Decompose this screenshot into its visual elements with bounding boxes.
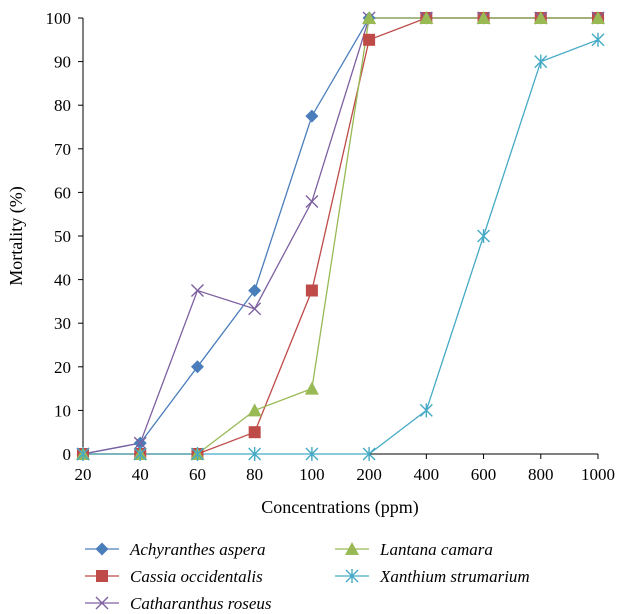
y-tick-label: 80 <box>54 96 71 115</box>
x-tick-label: 60 <box>189 465 206 484</box>
data-point-catharanthus-roseus <box>305 195 319 209</box>
legend-marker-catharanthus-roseus <box>95 596 109 610</box>
y-tick-label: 10 <box>54 401 71 420</box>
data-point-xanthium-strumarium <box>591 32 605 47</box>
data-point-cassia-occidentalis <box>248 426 261 439</box>
legend-marker-cassia-occidentalis <box>96 570 108 582</box>
data-point-lantana-camara <box>476 11 491 24</box>
data-point-cassia-occidentalis <box>305 284 318 297</box>
data-point-xanthium-strumarium <box>477 229 491 243</box>
data-point-lantana-camara <box>304 381 319 395</box>
data-point-achyranthes-aspera <box>248 284 262 297</box>
legend-label-catharanthus-roseus: Catharanthus roseus <box>130 594 272 613</box>
data-point-xanthium-strumarium <box>419 403 433 418</box>
series-line-xanthium-strumarium <box>83 39 599 455</box>
axes <box>78 17 599 459</box>
data-point-lantana-camara <box>362 11 377 24</box>
y-tick-label: 90 <box>54 53 71 72</box>
x-tick-label: 20 <box>75 465 92 484</box>
x-tick-label: 40 <box>132 465 149 484</box>
y-tick-label: 20 <box>54 358 71 377</box>
data-point-lantana-camara <box>247 403 262 417</box>
legend: Achyranthes aspera Cassia occidentalis Cat… <box>85 540 530 613</box>
legend-marker-lantana-camara <box>345 542 359 555</box>
series-lines <box>82 17 599 455</box>
x-tick-label: 80 <box>246 465 263 484</box>
data-point-xanthium-strumarium <box>248 447 262 461</box>
data-point-xanthium-strumarium <box>305 447 319 461</box>
data-point-catharanthus-roseus <box>248 302 262 316</box>
data-point-xanthium-strumarium <box>362 447 376 461</box>
data-point-xanthium-strumarium <box>133 447 147 461</box>
y-tick-label: 0 <box>63 445 72 464</box>
legend-label-achyranthes-aspera: Achyranthes aspera <box>129 540 266 559</box>
x-tick-label: 100 <box>299 465 325 484</box>
x-tick-label: 600 <box>471 465 497 484</box>
y-tick-label: 60 <box>54 183 71 202</box>
legend-marker-xanthium-strumarium <box>345 569 359 583</box>
data-point-xanthium-strumarium <box>534 54 548 69</box>
y-tick-label: 100 <box>46 9 72 28</box>
series-markers <box>76 11 605 461</box>
y-tick-label: 40 <box>54 271 71 290</box>
data-point-lantana-camara <box>533 11 548 24</box>
x-tick-label: 400 <box>414 465 440 484</box>
x-axis-title: Concentrations (ppm) <box>261 497 418 518</box>
y-tick-label: 70 <box>54 140 71 159</box>
legend-marker-achyranthes-aspera <box>95 542 109 556</box>
data-point-catharanthus-roseus <box>190 284 204 297</box>
data-point-catharanthus-roseus <box>133 436 147 450</box>
data-point-cassia-occidentalis <box>363 33 376 46</box>
y-tick-label: 30 <box>54 314 71 333</box>
y-tick-label: 50 <box>54 227 71 246</box>
x-tick-label: 1000 <box>581 465 615 484</box>
series-line-catharanthus-roseus <box>82 17 598 455</box>
legend-label-lantana-camara: Lantana camara <box>379 540 493 559</box>
data-point-achyranthes-aspera <box>190 360 204 374</box>
data-point-xanthium-strumarium <box>190 447 204 461</box>
legend-label-cassia-occidentalis: Cassia occidentalis <box>130 567 263 586</box>
legend-label-xanthium-strumarium: Xanthium strumarium <box>379 567 530 586</box>
y-axis-title: Mortality (%) <box>6 186 27 285</box>
x-tick-label: 200 <box>356 465 382 484</box>
x-tick-label: 800 <box>528 465 554 484</box>
data-point-lantana-camara <box>591 11 605 24</box>
data-point-lantana-camara <box>419 11 434 24</box>
data-point-achyranthes-aspera <box>305 109 319 123</box>
tick-labels: 0 10 20 30 40 50 60 70 80 90 100 20 40 60 80 100 200 400 6… <box>46 9 616 484</box>
data-point-xanthium-strumarium <box>76 447 90 461</box>
